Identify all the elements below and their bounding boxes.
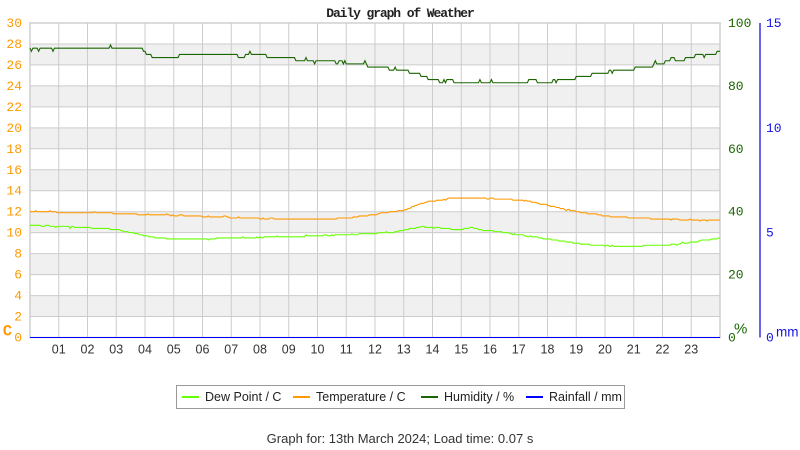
svg-text:20: 20	[6, 121, 22, 136]
svg-text:08: 08	[253, 343, 267, 357]
svg-text:22: 22	[6, 100, 22, 115]
svg-text:%: %	[734, 321, 747, 338]
svg-text:40: 40	[728, 205, 744, 220]
svg-text:26: 26	[6, 58, 22, 73]
svg-text:10: 10	[766, 121, 782, 136]
svg-text:10: 10	[6, 226, 22, 241]
svg-text:4: 4	[14, 289, 22, 304]
svg-text:18: 18	[541, 343, 555, 357]
svg-text:23: 23	[684, 343, 698, 357]
svg-text:09: 09	[282, 343, 296, 357]
svg-text:01: 01	[52, 343, 66, 357]
svg-text:06: 06	[196, 343, 210, 357]
svg-text:mm: mm	[776, 325, 799, 340]
svg-text:21: 21	[627, 343, 641, 357]
svg-text:12: 12	[6, 205, 22, 220]
svg-text:12: 12	[368, 343, 382, 357]
svg-text:20: 20	[598, 343, 612, 357]
svg-text:18: 18	[6, 142, 22, 157]
svg-text:8: 8	[14, 247, 22, 262]
svg-text:C: C	[3, 323, 12, 341]
svg-text:07: 07	[224, 343, 238, 357]
svg-text:04: 04	[138, 343, 152, 357]
svg-text:11: 11	[340, 343, 353, 357]
svg-text:15: 15	[766, 16, 782, 31]
svg-text:03: 03	[109, 343, 123, 357]
svg-text:0: 0	[766, 331, 774, 346]
svg-text:15: 15	[454, 343, 468, 357]
svg-text:30: 30	[6, 16, 22, 31]
svg-text:14: 14	[426, 343, 440, 357]
svg-text:28: 28	[6, 37, 22, 52]
svg-text:22: 22	[656, 343, 670, 357]
svg-text:16: 16	[483, 343, 497, 357]
svg-text:05: 05	[167, 343, 181, 357]
svg-text:17: 17	[512, 343, 526, 357]
svg-text:80: 80	[728, 79, 744, 94]
svg-text:100: 100	[728, 16, 751, 31]
svg-text:20: 20	[728, 268, 744, 283]
svg-text:02: 02	[81, 343, 95, 357]
svg-text:10: 10	[311, 343, 325, 357]
svg-text:6: 6	[14, 268, 22, 283]
svg-text:19: 19	[569, 343, 583, 357]
svg-text:2: 2	[14, 310, 22, 325]
svg-text:24: 24	[6, 79, 22, 94]
svg-text:60: 60	[728, 142, 744, 157]
svg-text:13: 13	[397, 343, 411, 357]
svg-text:5: 5	[766, 226, 774, 241]
svg-text:0: 0	[14, 331, 22, 346]
svg-text:16: 16	[6, 163, 22, 178]
svg-text:14: 14	[6, 184, 22, 199]
